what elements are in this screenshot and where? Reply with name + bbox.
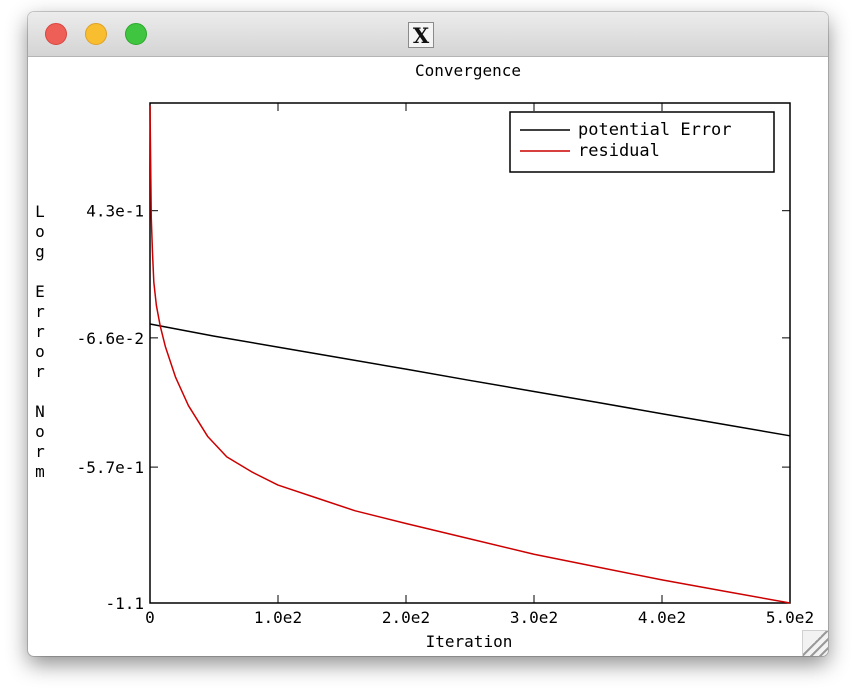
axis-ticks: 0 1.0e2 2.0e2 3.0e2 4.0e2 5.0e2 -1.1 -5.7e-1 -6.…	[77, 103, 814, 627]
series-line-potential-error	[149, 323, 791, 437]
series-line-residual	[149, 105, 791, 604]
y-axis-label-char: o	[35, 342, 45, 361]
series-lines	[149, 105, 791, 604]
title-bar[interactable]: X	[28, 12, 828, 57]
x-tick-label: 0	[145, 608, 155, 627]
y-axis-label-char: r	[35, 302, 45, 321]
legend-label-residual: residual	[578, 141, 660, 161]
x-tick-label: 3.0e2	[510, 608, 558, 627]
minimize-button[interactable]	[85, 23, 107, 45]
y-tick-label: -6.6e-2	[77, 329, 144, 348]
x11-app-icon: X	[408, 22, 434, 48]
close-button[interactable]	[45, 23, 67, 45]
x-tick-label: 2.0e2	[382, 608, 430, 627]
y-axis-label-char: g	[35, 242, 45, 261]
y-axis-label-char: r	[35, 322, 45, 341]
y-axis-label-char: o	[35, 422, 45, 441]
legend-label-potential-error: potential Error	[578, 120, 732, 140]
y-axis-label-char: N	[35, 402, 45, 421]
x-tick-label: 5.0e2	[766, 608, 814, 627]
x-axis-label: Iteration	[426, 632, 513, 651]
y-tick-label: 4.3e-1	[86, 202, 144, 221]
x-tick-label: 1.0e2	[254, 608, 302, 627]
y-tick-label: -5.7e-1	[77, 458, 144, 477]
y-axis-label-char: r	[35, 362, 45, 381]
legend-box	[509, 111, 775, 173]
y-axis-label-char: o	[35, 222, 45, 241]
y-tick-label: -1.1	[105, 594, 144, 613]
y-axis-label-char: m	[35, 462, 45, 481]
y-axis-label-char: E	[35, 282, 45, 301]
resize-grip[interactable]	[802, 630, 828, 656]
chart-title: Convergence	[415, 61, 521, 80]
x-tick-label: 4.0e2	[638, 608, 686, 627]
plot-frame	[149, 102, 791, 604]
y-axis-label-char: L	[35, 202, 45, 221]
zoom-button[interactable]	[125, 23, 147, 45]
y-axis-label-char: r	[35, 442, 45, 461]
